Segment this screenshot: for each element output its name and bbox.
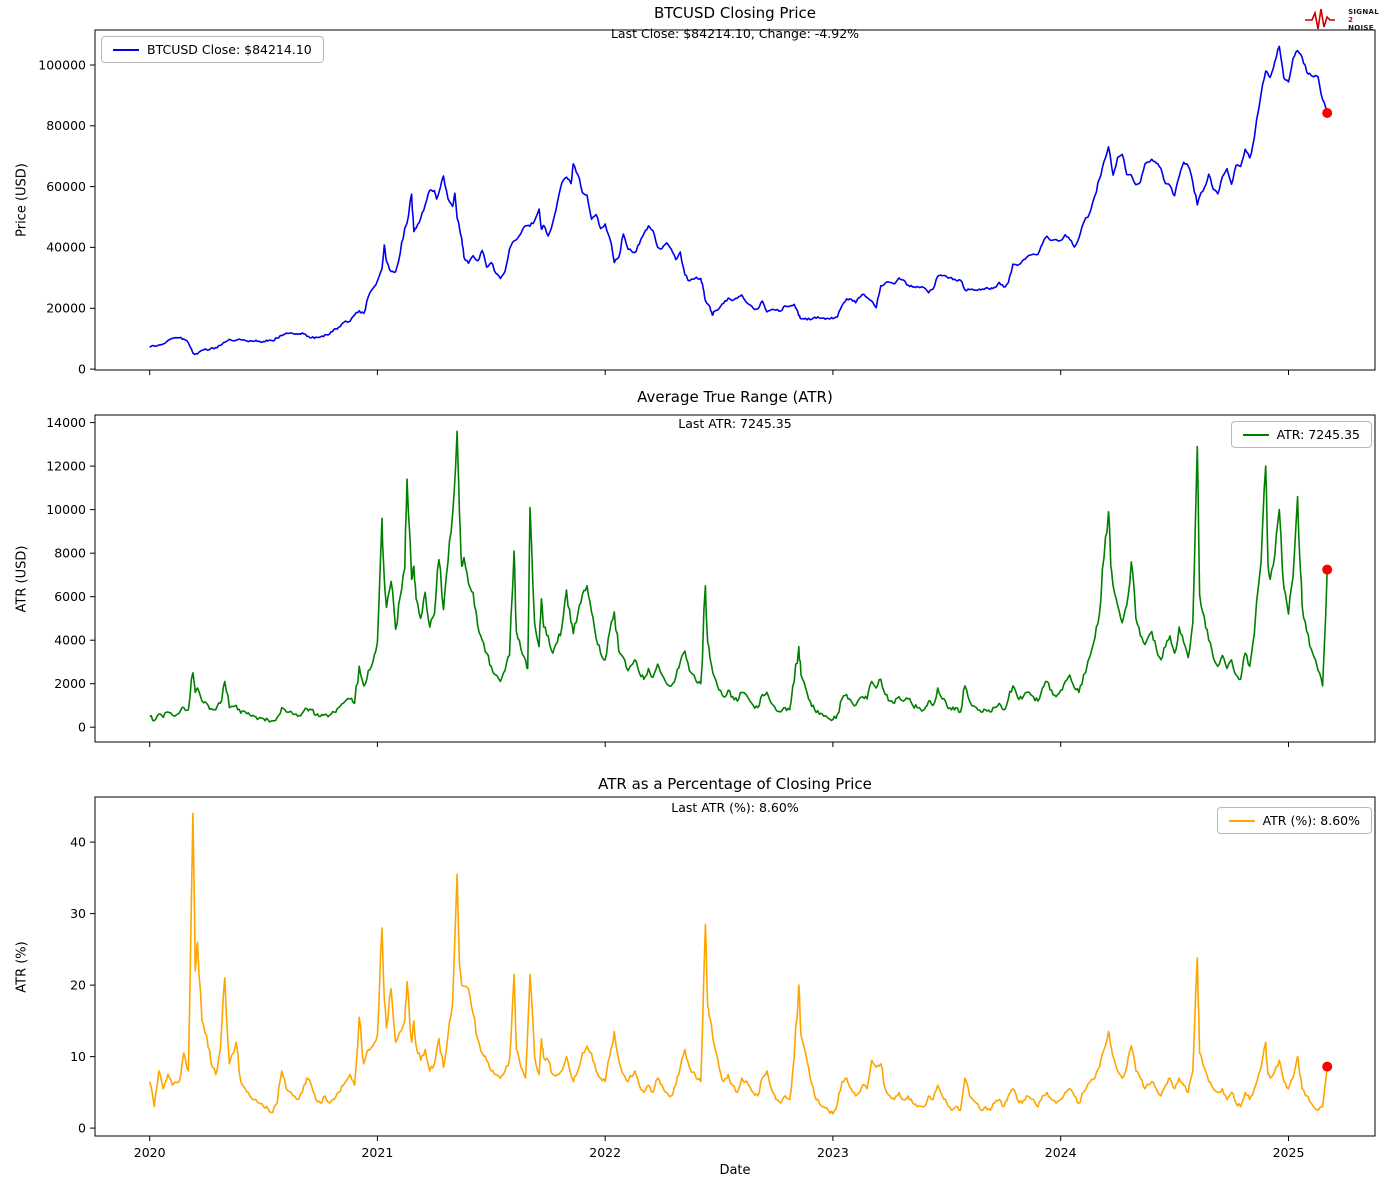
- logo-line1: SIGNAL: [1348, 8, 1379, 16]
- y-tick-label: 20000: [46, 301, 86, 316]
- y-tick-label: 80000: [46, 118, 86, 133]
- price-y-axis-label: Price (USD): [14, 163, 30, 237]
- y-tick-label: 10000: [46, 502, 86, 517]
- price-legend-label: BTCUSD Close: $84214.10: [147, 42, 312, 57]
- last-atr-percent-annotation: Last ATR (%): 8.60%: [671, 800, 799, 815]
- y-tick-label: 0: [78, 361, 86, 376]
- logo-line3: NOISE: [1348, 24, 1374, 32]
- atr-legend-label: ATR: 7245.35: [1276, 427, 1360, 442]
- x-tick-label: 2022: [589, 1145, 621, 1160]
- last-point-marker: [1322, 1061, 1333, 1072]
- x-tick-label: 2025: [1273, 1145, 1305, 1160]
- x-tick-label: 2020: [134, 1145, 166, 1160]
- y-tick-label: 14000: [46, 415, 86, 430]
- atr-percent-chart-title: ATR as a Percentage of Closing Price: [598, 775, 872, 793]
- price-chart-title: BTCUSD Closing Price: [653, 4, 817, 22]
- y-tick-label: 0: [78, 1120, 86, 1135]
- y-tick-label: 6000: [54, 589, 86, 604]
- atr-chart: 0 2000 4000 6000 8000 10000 12000 14000 Average…: [0, 382, 1389, 770]
- series-line: [149, 45, 1328, 356]
- y-tick-label: 40: [70, 834, 86, 849]
- atr-percent-chart: 0 10 20 30 40 2020 2021 2022 2023 2024 2025 ATR as…: [0, 770, 1389, 1190]
- last-atr-annotation: Last ATR: 7245.35: [678, 416, 792, 431]
- y-tick-label: 40000: [46, 240, 86, 255]
- waveform-icon: [1305, 8, 1336, 30]
- axes: 0 2000 4000 6000 8000 10000 12000 14000: [46, 414, 1376, 747]
- y-tick-label: 60000: [46, 179, 86, 194]
- price-legend[interactable]: BTCUSD Close: $84214.10: [101, 36, 324, 63]
- x-tick-label: 2021: [361, 1145, 393, 1160]
- green-line-sample-icon: [1242, 433, 1269, 436]
- atr-percent-legend-label: ATR (%): 8.60%: [1262, 813, 1360, 828]
- y-tick-label: 100000: [38, 57, 86, 72]
- y-tick-label: 2000: [54, 676, 86, 691]
- atr-y-axis-label: ATR (USD): [14, 545, 30, 613]
- price-plot-area: 0 20000 40000 60000 80000 100000: [38, 29, 1376, 376]
- atr-plot-area: 0 2000 4000 6000 8000 10000 12000 14000: [46, 414, 1376, 747]
- signal2noise-logo: SIGNAL 2 NOISE: [1304, 5, 1379, 35]
- y-tick-label: 12000: [46, 458, 86, 473]
- y-tick-label: 8000: [54, 546, 86, 561]
- orange-line-sample-icon: [1228, 819, 1255, 822]
- x-tick-label: 2023: [817, 1145, 849, 1160]
- last-close-annotation: Last Close: $84214.10, Change: -4.92%: [610, 26, 860, 41]
- axes: 0 10 20 30 40 2020 2021 2022 2023 2024 2025: [70, 796, 1376, 1160]
- last-point-marker: [1322, 564, 1333, 575]
- blue-line-sample-icon: [113, 48, 139, 51]
- series-line: [148, 812, 1328, 1115]
- atr-legend[interactable]: ATR: 7245.35: [1230, 421, 1372, 448]
- price-chart: 0 20000 40000 60000 80000 100000 BTCUSD Closi…: [0, 0, 1389, 382]
- atr-percent-y-axis-label: ATR (%): [14, 941, 30, 993]
- x-tick-label: 2024: [1045, 1145, 1077, 1160]
- last-point-marker: [1322, 108, 1333, 118]
- atr-percent-legend[interactable]: ATR (%): 8.60%: [1216, 807, 1372, 834]
- axes: 0 20000 40000 60000 80000 100000: [38, 29, 1376, 376]
- y-tick-label: 20: [70, 977, 86, 992]
- logo-text: SIGNAL 2 NOISE: [1348, 8, 1379, 32]
- atr-percent-plot-area: 0 10 20 30 40 2020 2021 2022 2023 2024 2025: [70, 796, 1376, 1160]
- series-line: [149, 430, 1328, 723]
- y-tick-label: 30: [70, 906, 86, 921]
- atr-chart-title: Average True Range (ATR): [637, 388, 833, 406]
- y-tick-label: 10: [70, 1049, 86, 1064]
- y-tick-label: 4000: [54, 633, 86, 648]
- logo-line2: 2: [1348, 16, 1354, 24]
- y-tick-label: 0: [78, 720, 86, 735]
- x-axis-label: Date: [719, 1163, 751, 1178]
